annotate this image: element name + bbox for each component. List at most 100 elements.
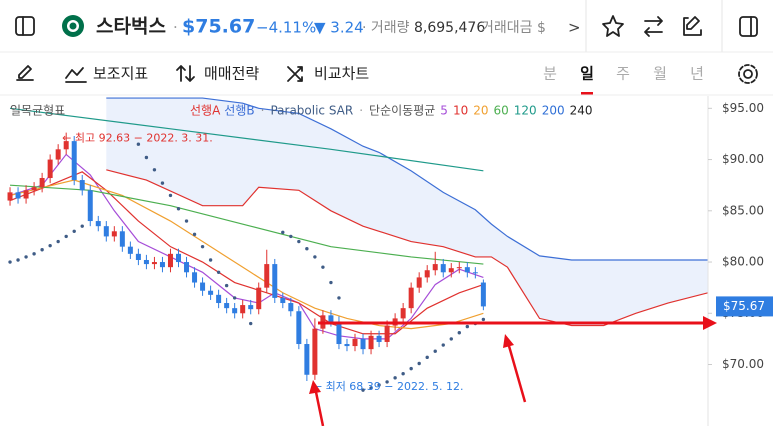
current-price-box — [716, 296, 773, 317]
sar-dot — [305, 247, 309, 251]
amount-label: 거래대금 $ — [481, 20, 546, 36]
candle-body — [312, 328, 318, 375]
line — [9, 171, 484, 335]
axis-bg — [708, 95, 773, 426]
candle-body — [472, 272, 478, 274]
candle-body — [119, 231, 125, 247]
candle-body — [151, 262, 157, 265]
sar-dot — [160, 181, 165, 185]
candle-body — [248, 305, 254, 310]
sar-dot — [224, 283, 229, 288]
candle-body — [79, 180, 85, 191]
candle-body — [336, 321, 342, 345]
sar-dot — [313, 255, 317, 259]
sar-dot — [409, 366, 413, 371]
sar-dot — [481, 317, 486, 322]
candle-body — [304, 344, 310, 375]
volume-label: · 거래량 — [362, 20, 410, 36]
candle-body — [352, 338, 358, 347]
candle-body — [15, 192, 21, 199]
period-tab[interactable]: 분 — [543, 65, 557, 83]
chart: ← 최고 92.63 − 2022. 3. 31. ← 최저 68.39 − 20… — [7, 95, 773, 426]
indicator-icon[interactable] — [65, 67, 87, 83]
candle-body — [103, 226, 109, 237]
line — [106, 169, 708, 327]
candle-body — [208, 290, 214, 295]
high-annotation: ← 최고 92.63 − 2022. 3. 31. — [62, 132, 213, 145]
annotation-arrows — [309, 316, 717, 426]
sar-dot — [152, 168, 157, 172]
candle-body — [480, 282, 486, 307]
sar-dot — [144, 155, 149, 160]
compare-icon[interactable] — [287, 66, 303, 82]
volume: 8,695,476 — [414, 20, 485, 36]
sar-dot — [281, 230, 285, 235]
edit[interactable] — [683, 16, 702, 36]
sar-dot — [208, 258, 213, 262]
sar-dot — [64, 234, 68, 239]
candle-body — [280, 297, 286, 304]
legend-item: 120 — [514, 104, 537, 118]
sar-dot — [16, 258, 20, 262]
candle-body — [31, 187, 37, 191]
period-tab[interactable]: 일 — [580, 65, 594, 83]
y-tick-label: $90.00 — [722, 152, 764, 166]
tab-underline — [581, 92, 593, 95]
legend-item: 10 — [453, 104, 468, 118]
cloud — [106, 98, 708, 326]
legend-item: 단순이동평균 — [369, 104, 435, 118]
candle-body — [232, 308, 238, 314]
sar-dot — [40, 248, 44, 252]
indicators[interactable]: 보조지표 — [93, 65, 148, 83]
settings[interactable] — [738, 64, 758, 84]
period-tab[interactable]: 년 — [690, 65, 704, 83]
swap[interactable] — [644, 16, 663, 37]
strategy[interactable]: 매매전략 — [204, 65, 259, 83]
candle-body — [176, 253, 182, 263]
sar-dot — [449, 337, 453, 341]
legend-item: 60 — [494, 104, 509, 118]
y-tick-label: $95.00 — [722, 101, 764, 115]
sar-dot — [32, 252, 36, 256]
candle-body — [159, 262, 165, 268]
more[interactable]: > — [568, 19, 581, 37]
candle-body — [408, 287, 414, 309]
sar-dot — [417, 361, 421, 366]
sar-dot — [393, 376, 397, 380]
candle-body — [400, 308, 406, 319]
compare[interactable]: 비교차트 — [314, 65, 369, 83]
candle-body — [256, 287, 262, 310]
candle-body — [424, 270, 430, 278]
candle-body — [224, 303, 230, 309]
side-panel[interactable] — [739, 16, 758, 37]
legend-item: · — [359, 104, 363, 118]
sar-dot — [297, 239, 301, 244]
sar-dot — [72, 229, 76, 233]
period-tab[interactable]: 주 — [616, 65, 630, 83]
panel-toggle[interactable] — [15, 16, 35, 36]
candle-body — [448, 268, 454, 273]
draw-tool[interactable] — [16, 65, 34, 81]
sar-dot — [249, 321, 253, 326]
strategy-icon[interactable] — [176, 65, 195, 82]
candle-body — [95, 221, 101, 227]
candle-body — [384, 325, 390, 342]
candle-body — [464, 267, 470, 273]
favorite[interactable] — [602, 15, 624, 37]
sar-dot — [200, 244, 205, 249]
legend-item: 선행A — [190, 103, 221, 118]
sar-dot — [377, 383, 381, 387]
change: ▼ 3.24 — [314, 19, 364, 37]
candle-body — [264, 264, 270, 288]
candle-body — [360, 338, 366, 350]
sar-dot — [457, 331, 461, 335]
stock-name: 스타벅스 — [96, 16, 166, 38]
candle-body — [87, 190, 93, 222]
candle-body — [456, 267, 462, 269]
sar-dot — [329, 280, 333, 285]
candle-body — [216, 294, 222, 304]
sar-dot — [337, 296, 341, 300]
period-tab[interactable]: 월 — [653, 65, 667, 83]
candle-body — [240, 305, 246, 314]
